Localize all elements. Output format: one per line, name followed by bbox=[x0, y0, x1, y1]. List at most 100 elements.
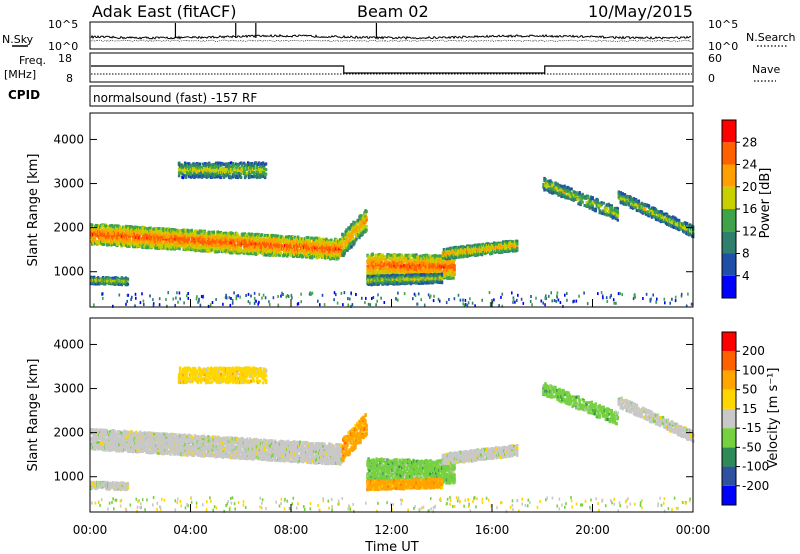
echo-cell bbox=[244, 245, 248, 248]
echo-cell bbox=[168, 237, 171, 241]
echo-cell bbox=[116, 241, 119, 245]
echo-cell bbox=[178, 236, 181, 240]
echo-cell bbox=[206, 250, 209, 253]
echo-cell bbox=[279, 251, 283, 255]
echo-cell bbox=[164, 239, 167, 243]
echo-cell bbox=[231, 232, 235, 236]
echo-cell bbox=[251, 246, 255, 250]
echo-cell bbox=[132, 226, 135, 230]
echo-cell bbox=[252, 248, 256, 252]
freq-tick-bottom: 8 bbox=[66, 72, 73, 85]
echo-cell bbox=[365, 216, 368, 220]
echo-cell bbox=[226, 241, 230, 245]
echo-cell bbox=[132, 229, 135, 233]
echo-cell bbox=[255, 247, 259, 251]
freq-panel: Freq. [MHz] 18 8 60 0 Nave bbox=[4, 52, 780, 85]
echo-cell bbox=[153, 241, 156, 245]
echo-cell bbox=[249, 252, 253, 256]
echo-cell bbox=[257, 236, 261, 240]
noise-panel-frame bbox=[89, 21, 694, 50]
echo-cell bbox=[270, 238, 274, 242]
echo-cell bbox=[189, 245, 192, 249]
echo-cell bbox=[90, 235, 93, 239]
echo-cell bbox=[129, 232, 132, 236]
echo-cell bbox=[359, 217, 362, 221]
echo-cell bbox=[124, 230, 127, 234]
echo-cell bbox=[192, 237, 195, 241]
freq-tick-top: 18 bbox=[58, 52, 72, 65]
echo-cell bbox=[96, 224, 99, 228]
echo-cell bbox=[109, 233, 112, 237]
echo-cell bbox=[112, 228, 115, 232]
echo-cell bbox=[180, 244, 183, 248]
cpid-frame bbox=[89, 85, 694, 107]
echo-cell bbox=[266, 234, 270, 238]
nave-tick-bottom: 0 bbox=[708, 72, 715, 85]
echo-cell bbox=[143, 241, 146, 245]
echo-cell bbox=[97, 230, 100, 234]
echo-cell bbox=[264, 162, 268, 166]
echo-cell bbox=[102, 237, 105, 241]
echo-cell bbox=[130, 243, 133, 247]
echo-cell bbox=[161, 227, 164, 231]
cpid-text: normalsound (fast) -157 RF bbox=[93, 91, 257, 105]
echo-cell bbox=[246, 239, 250, 243]
echo-cell bbox=[123, 240, 126, 244]
echo-cell bbox=[167, 232, 170, 235]
echo-cell bbox=[249, 249, 253, 253]
echo-cell bbox=[264, 253, 268, 257]
echo-cell bbox=[98, 228, 101, 232]
echo-cell bbox=[198, 162, 202, 166]
echo-cell bbox=[210, 248, 213, 252]
echo-cell bbox=[266, 247, 270, 251]
echo-cell bbox=[146, 229, 149, 233]
echo-cell bbox=[355, 237, 358, 241]
echo-cell bbox=[201, 238, 204, 242]
echo-cell bbox=[100, 227, 103, 230]
echo-cell bbox=[353, 241, 356, 245]
echo-cell bbox=[140, 232, 143, 236]
echo-cell bbox=[144, 239, 147, 243]
echo-cell bbox=[228, 247, 232, 251]
echo-cell bbox=[186, 245, 189, 249]
beam-title: Beam 02 bbox=[357, 2, 429, 21]
echo-cell bbox=[246, 237, 250, 241]
echo-cell bbox=[217, 231, 220, 234]
echo-cell bbox=[170, 238, 173, 242]
echo-cell bbox=[149, 235, 152, 239]
echo-cell bbox=[91, 223, 94, 227]
echo-cell bbox=[182, 234, 185, 238]
echo-cell bbox=[227, 235, 231, 239]
echo-cell bbox=[258, 248, 262, 252]
echo-cell bbox=[190, 229, 193, 233]
echo-cell bbox=[196, 234, 199, 238]
echo-cell bbox=[200, 229, 203, 233]
echo-cell bbox=[185, 233, 188, 237]
echo-cell bbox=[186, 243, 189, 247]
echo-cell bbox=[271, 234, 275, 238]
echo-cell bbox=[321, 247, 324, 251]
echo-cell bbox=[113, 242, 116, 246]
echo-cell bbox=[239, 246, 243, 250]
echo-cell bbox=[130, 240, 133, 244]
echo-cell bbox=[177, 174, 181, 178]
echo-cell bbox=[252, 242, 256, 246]
echo-cell bbox=[153, 234, 156, 238]
echo-cell bbox=[268, 252, 272, 256]
echo-cell bbox=[230, 236, 234, 240]
echo-cell bbox=[106, 227, 109, 231]
echo-cell bbox=[190, 232, 193, 236]
echo-cell bbox=[115, 226, 118, 230]
date-title: 10/May/2015 bbox=[588, 2, 693, 21]
echo-cell bbox=[172, 235, 175, 239]
noise-tick-left-top: 10^5 bbox=[48, 18, 78, 31]
echo-cell bbox=[126, 277, 130, 281]
echo-cell bbox=[203, 239, 206, 243]
echo-cell bbox=[106, 243, 109, 247]
echo-cell bbox=[92, 240, 95, 243]
echo-cell bbox=[210, 246, 213, 250]
echo-cell bbox=[94, 238, 97, 242]
echo-cell bbox=[224, 233, 228, 237]
echo-cell bbox=[197, 242, 200, 245]
